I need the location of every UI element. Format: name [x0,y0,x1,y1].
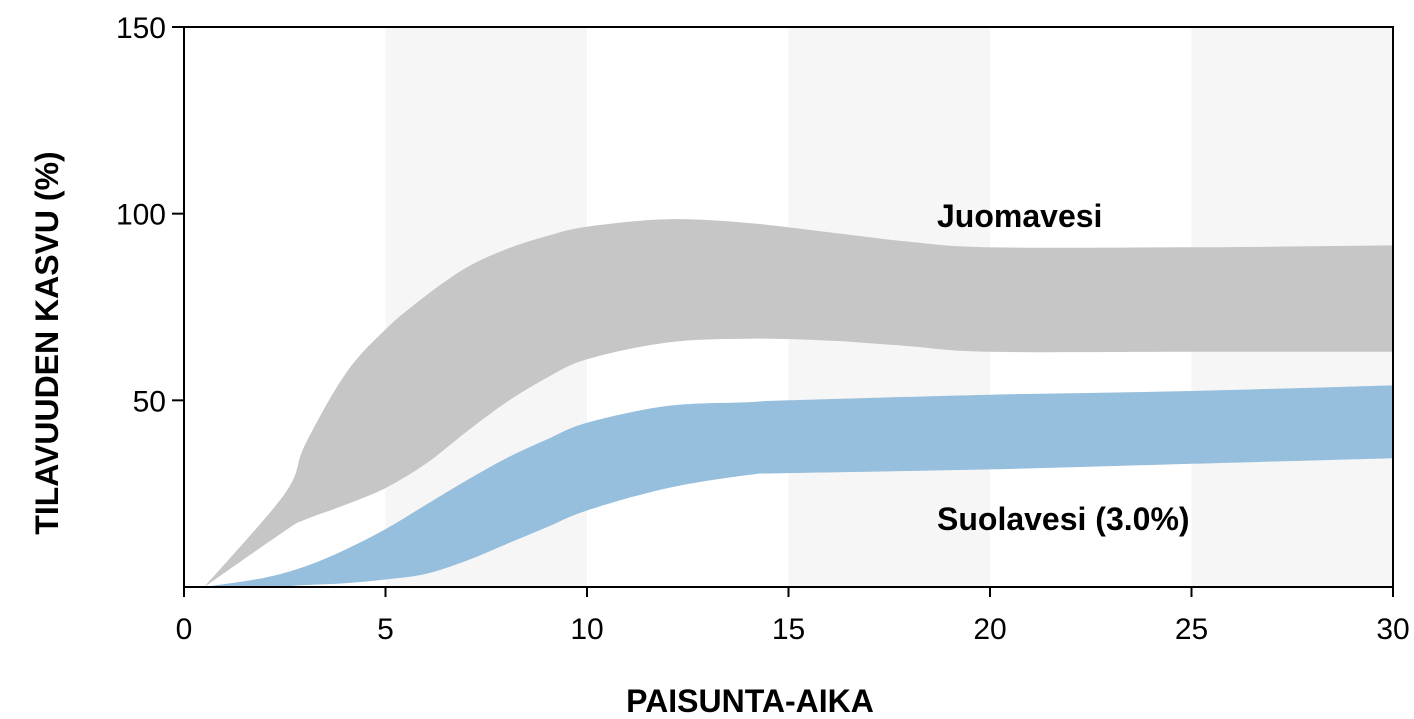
x-tick-label: 0 [176,613,193,646]
x-tick-label: 15 [772,613,805,646]
x-tick-label: 5 [377,613,394,646]
x-tick-label: 20 [973,613,1006,646]
x-axis-ticks: 0 5 10 15 20 25 30 [176,587,1410,646]
series-areas [204,219,1393,588]
y-tick-label: 100 [116,199,166,232]
x-tick-label: 25 [1175,613,1208,646]
y-axis-ticks: 50 100 150 [116,12,184,418]
y-tick-label: 50 [133,385,166,418]
x-tick-label: 10 [570,613,603,646]
series-band-0 [204,219,1393,587]
x-axis-title: PAISUNTA-AIKA [626,683,874,719]
y-tick-label: 150 [116,12,166,45]
x-tick-label: 30 [1376,613,1409,646]
series-label-juomavesi: Juomavesi [937,198,1102,234]
series-label-suolavesi: Suolavesi (3.0%) [937,501,1190,537]
y-axis-title: TILAVUUDEN KASVU (%) [29,151,65,534]
series-band-1 [204,385,1393,588]
